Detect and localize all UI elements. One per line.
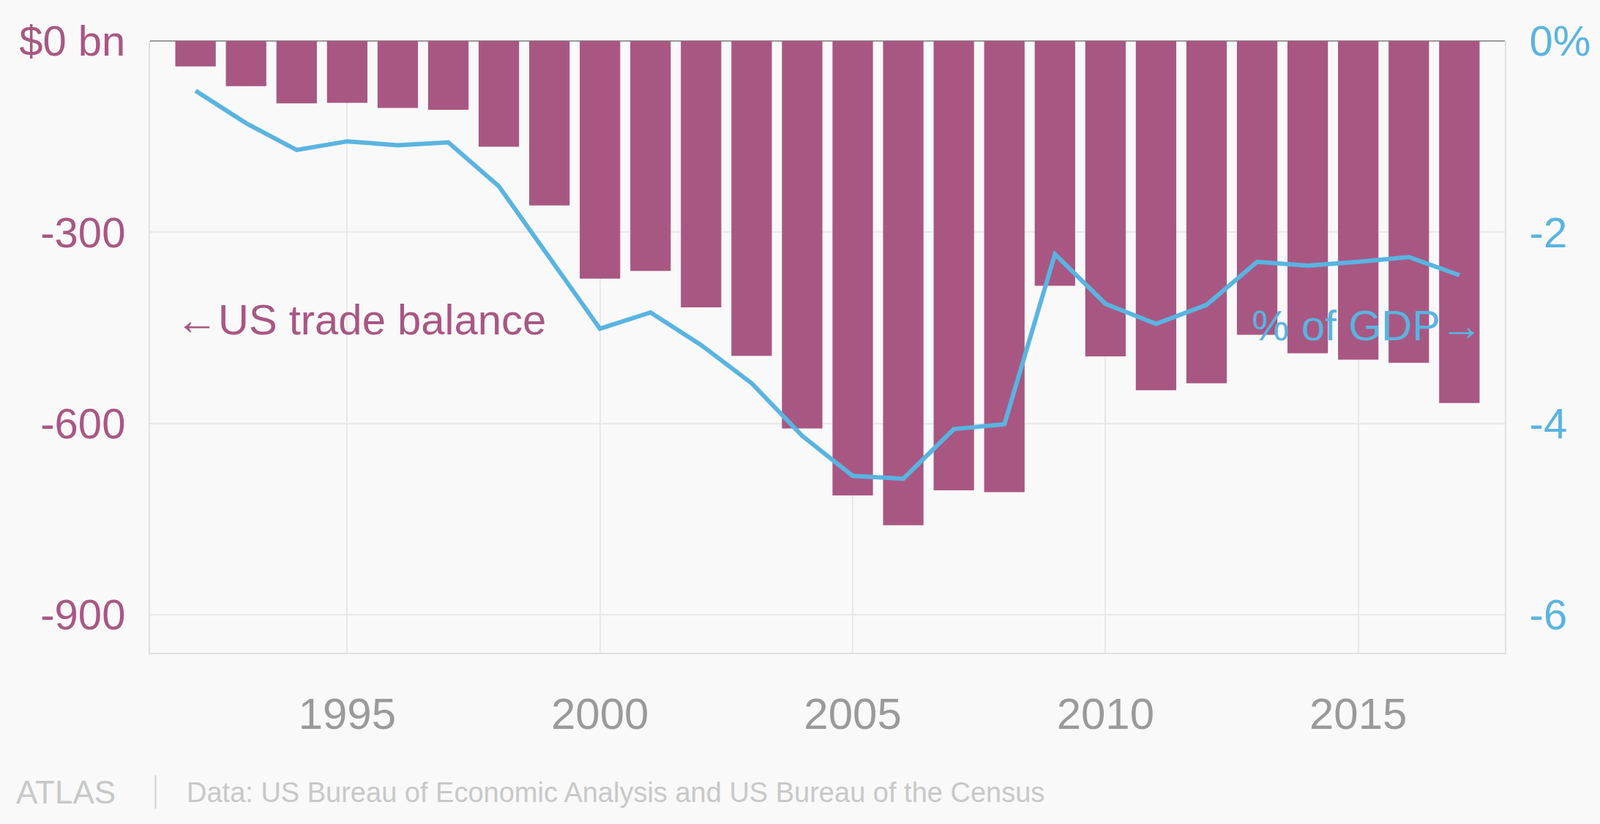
- svg-text:0%: 0%: [1529, 16, 1592, 65]
- svg-text:←US trade balance: ←US trade balance: [175, 295, 547, 344]
- svg-text:2015: 2015: [1309, 689, 1407, 739]
- svg-text:ATLAS: ATLAS: [16, 774, 116, 811]
- svg-text:-2: -2: [1529, 208, 1568, 257]
- svg-text:-300: -300: [40, 208, 126, 257]
- svg-text:$0 bn: $0 bn: [19, 16, 126, 65]
- svg-text:2000: 2000: [551, 689, 649, 739]
- svg-text:Data: US Bureau of Economic An: Data: US Bureau of Economic Analysis and…: [186, 777, 1045, 809]
- svg-text:2005: 2005: [803, 689, 902, 739]
- svg-text:-600: -600: [40, 399, 126, 448]
- svg-text:-900: -900: [40, 590, 126, 639]
- svg-text:-6: -6: [1529, 590, 1568, 639]
- svg-text:% of GDP→: % of GDP→: [1251, 301, 1483, 350]
- svg-text:1995: 1995: [298, 689, 396, 739]
- svg-text:-4: -4: [1529, 399, 1568, 448]
- svg-text:2010: 2010: [1056, 689, 1155, 739]
